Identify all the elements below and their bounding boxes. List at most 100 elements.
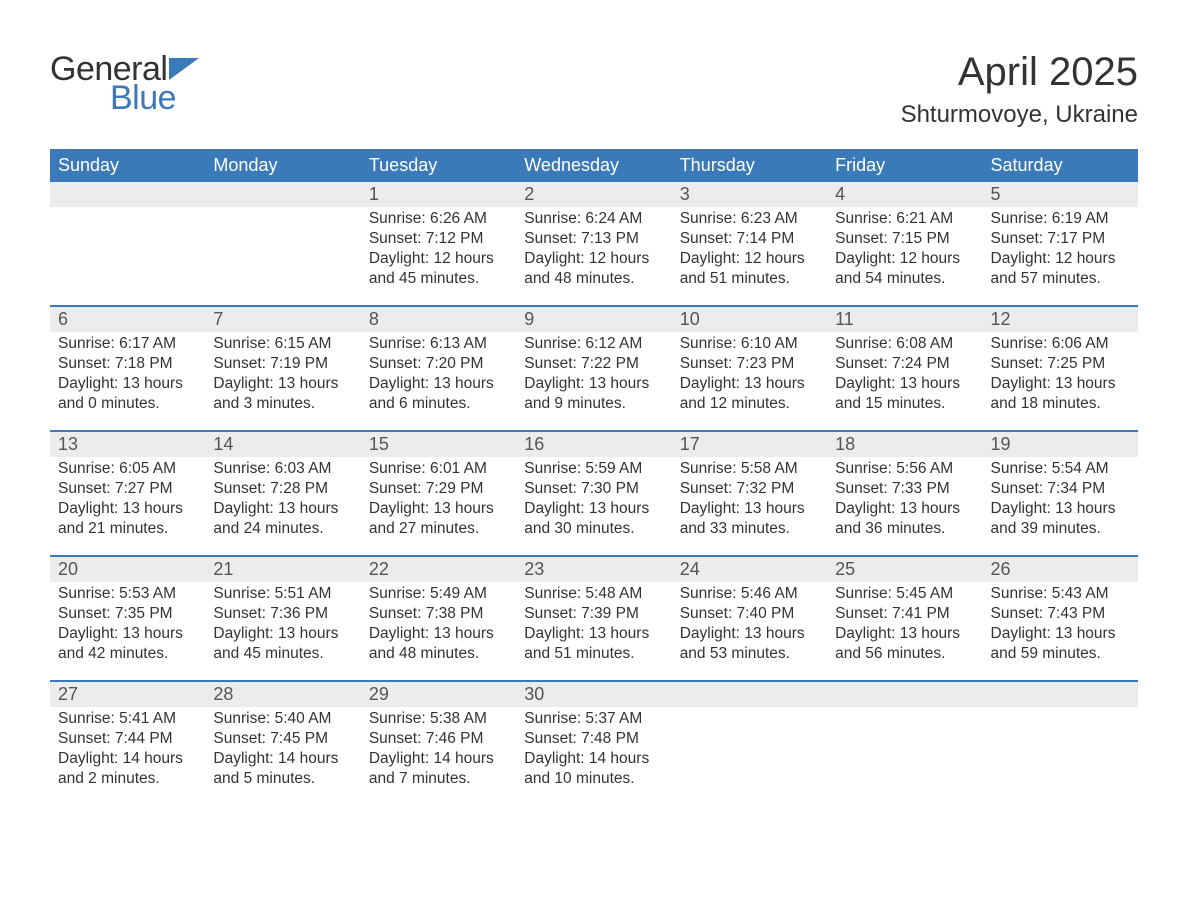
day-number: 22 — [361, 557, 516, 582]
sunset-text: Sunset: 7:29 PM — [369, 479, 508, 499]
sunset-text: Sunset: 7:32 PM — [680, 479, 819, 499]
sunrise-text: Sunrise: 6:23 AM — [680, 209, 819, 229]
sunset-text: Sunset: 7:15 PM — [835, 229, 974, 249]
day-details: Sunrise: 5:49 AMSunset: 7:38 PMDaylight:… — [361, 582, 516, 680]
day-header-fri: Friday — [827, 149, 982, 182]
day-details: Sunrise: 5:51 AMSunset: 7:36 PMDaylight:… — [205, 582, 360, 680]
day-number: 16 — [516, 432, 671, 457]
sunset-text: Sunset: 7:14 PM — [680, 229, 819, 249]
daylight-text: Daylight: 13 hours and 56 minutes. — [835, 624, 974, 664]
daylight-text: Daylight: 13 hours and 42 minutes. — [58, 624, 197, 664]
sunrise-text: Sunrise: 5:49 AM — [369, 584, 508, 604]
day-number: 4 — [827, 182, 982, 207]
day-details — [827, 707, 982, 805]
day-number: 10 — [672, 307, 827, 332]
day-details: Sunrise: 5:46 AMSunset: 7:40 PMDaylight:… — [672, 582, 827, 680]
sunrise-text: Sunrise: 6:24 AM — [524, 209, 663, 229]
daynum-row: 13141516171819 — [50, 432, 1138, 457]
day-number: 9 — [516, 307, 671, 332]
day-details: Sunrise: 5:45 AMSunset: 7:41 PMDaylight:… — [827, 582, 982, 680]
day-details: Sunrise: 6:17 AMSunset: 7:18 PMDaylight:… — [50, 332, 205, 430]
day-number: 23 — [516, 557, 671, 582]
sunrise-text: Sunrise: 6:21 AM — [835, 209, 974, 229]
sunrise-text: Sunrise: 6:08 AM — [835, 334, 974, 354]
day-details: Sunrise: 5:54 AMSunset: 7:34 PMDaylight:… — [983, 457, 1138, 555]
calendar-week: 6789101112Sunrise: 6:17 AMSunset: 7:18 P… — [50, 305, 1138, 430]
day-number: 15 — [361, 432, 516, 457]
day-number: 24 — [672, 557, 827, 582]
day-number: 17 — [672, 432, 827, 457]
sunset-text: Sunset: 7:34 PM — [991, 479, 1130, 499]
daylight-text: Daylight: 12 hours and 54 minutes. — [835, 249, 974, 289]
sunset-text: Sunset: 7:28 PM — [213, 479, 352, 499]
day-number: 30 — [516, 682, 671, 707]
sunrise-text: Sunrise: 5:40 AM — [213, 709, 352, 729]
calendar-week: 20212223242526Sunrise: 5:53 AMSunset: 7:… — [50, 555, 1138, 680]
calendar-week: 27282930Sunrise: 5:41 AMSunset: 7:44 PMD… — [50, 680, 1138, 805]
sunrise-text: Sunrise: 6:15 AM — [213, 334, 352, 354]
page-title: April 2025 — [901, 50, 1138, 95]
daylight-text: Daylight: 13 hours and 15 minutes. — [835, 374, 974, 414]
details-row: Sunrise: 6:17 AMSunset: 7:18 PMDaylight:… — [50, 332, 1138, 430]
weeks-container: 12345Sunrise: 6:26 AMSunset: 7:12 PMDayl… — [50, 182, 1138, 805]
daylight-text: Daylight: 14 hours and 2 minutes. — [58, 749, 197, 789]
sunset-text: Sunset: 7:17 PM — [991, 229, 1130, 249]
day-header-row: Sunday Monday Tuesday Wednesday Thursday… — [50, 149, 1138, 182]
day-details: Sunrise: 6:23 AMSunset: 7:14 PMDaylight:… — [672, 207, 827, 305]
sunset-text: Sunset: 7:33 PM — [835, 479, 974, 499]
day-details — [205, 207, 360, 305]
daylight-text: Daylight: 13 hours and 27 minutes. — [369, 499, 508, 539]
day-header-mon: Monday — [205, 149, 360, 182]
day-details: Sunrise: 5:40 AMSunset: 7:45 PMDaylight:… — [205, 707, 360, 805]
sunset-text: Sunset: 7:44 PM — [58, 729, 197, 749]
sunset-text: Sunset: 7:22 PM — [524, 354, 663, 374]
daylight-text: Daylight: 14 hours and 7 minutes. — [369, 749, 508, 789]
sunrise-text: Sunrise: 5:46 AM — [680, 584, 819, 604]
day-header-sat: Saturday — [983, 149, 1138, 182]
daynum-row: 27282930 — [50, 682, 1138, 707]
day-details: Sunrise: 6:12 AMSunset: 7:22 PMDaylight:… — [516, 332, 671, 430]
daylight-text: Daylight: 13 hours and 45 minutes. — [213, 624, 352, 664]
day-details: Sunrise: 6:13 AMSunset: 7:20 PMDaylight:… — [361, 332, 516, 430]
day-number: 20 — [50, 557, 205, 582]
details-row: Sunrise: 5:53 AMSunset: 7:35 PMDaylight:… — [50, 582, 1138, 680]
details-row: Sunrise: 6:05 AMSunset: 7:27 PMDaylight:… — [50, 457, 1138, 555]
sunset-text: Sunset: 7:35 PM — [58, 604, 197, 624]
sunrise-text: Sunrise: 5:43 AM — [991, 584, 1130, 604]
day-number: 26 — [983, 557, 1138, 582]
sunset-text: Sunset: 7:45 PM — [213, 729, 352, 749]
day-number: 27 — [50, 682, 205, 707]
daylight-text: Daylight: 12 hours and 48 minutes. — [524, 249, 663, 289]
daylight-text: Daylight: 12 hours and 57 minutes. — [991, 249, 1130, 289]
sunset-text: Sunset: 7:46 PM — [369, 729, 508, 749]
day-details: Sunrise: 5:59 AMSunset: 7:30 PMDaylight:… — [516, 457, 671, 555]
calendar-week: 12345Sunrise: 6:26 AMSunset: 7:12 PMDayl… — [50, 182, 1138, 305]
sunrise-text: Sunrise: 5:51 AM — [213, 584, 352, 604]
day-header-wed: Wednesday — [516, 149, 671, 182]
sunset-text: Sunset: 7:23 PM — [680, 354, 819, 374]
day-number: 19 — [983, 432, 1138, 457]
day-details: Sunrise: 6:10 AMSunset: 7:23 PMDaylight:… — [672, 332, 827, 430]
day-header-tue: Tuesday — [361, 149, 516, 182]
sunrise-text: Sunrise: 5:41 AM — [58, 709, 197, 729]
sunset-text: Sunset: 7:36 PM — [213, 604, 352, 624]
sunset-text: Sunset: 7:19 PM — [213, 354, 352, 374]
day-details: Sunrise: 5:56 AMSunset: 7:33 PMDaylight:… — [827, 457, 982, 555]
daylight-text: Daylight: 14 hours and 5 minutes. — [213, 749, 352, 789]
day-details — [672, 707, 827, 805]
sunset-text: Sunset: 7:20 PM — [369, 354, 508, 374]
daylight-text: Daylight: 13 hours and 18 minutes. — [991, 374, 1130, 414]
sunrise-text: Sunrise: 5:59 AM — [524, 459, 663, 479]
details-row: Sunrise: 5:41 AMSunset: 7:44 PMDaylight:… — [50, 707, 1138, 805]
day-details — [983, 707, 1138, 805]
daylight-text: Daylight: 13 hours and 39 minutes. — [991, 499, 1130, 539]
daylight-text: Daylight: 13 hours and 12 minutes. — [680, 374, 819, 414]
day-number: 6 — [50, 307, 205, 332]
day-number: 5 — [983, 182, 1138, 207]
daylight-text: Daylight: 13 hours and 3 minutes. — [213, 374, 352, 414]
sunrise-text: Sunrise: 5:48 AM — [524, 584, 663, 604]
logo: General Blue — [50, 50, 199, 118]
sunrise-text: Sunrise: 6:17 AM — [58, 334, 197, 354]
sunset-text: Sunset: 7:13 PM — [524, 229, 663, 249]
daylight-text: Daylight: 13 hours and 51 minutes. — [524, 624, 663, 664]
